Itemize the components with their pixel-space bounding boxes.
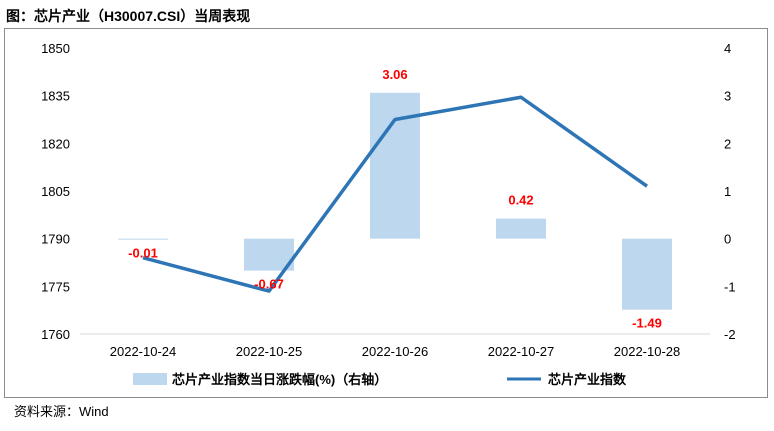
right-tick-label: 4 bbox=[724, 41, 731, 56]
x-tick-label: 2022-10-25 bbox=[236, 344, 303, 359]
source-note: 资料来源：Wind bbox=[14, 404, 109, 419]
left-tick-label: 1775 bbox=[41, 279, 70, 294]
chart-title: 图：芯片产业（H30007.CSI）当周表现 bbox=[6, 8, 251, 24]
line-path bbox=[142, 95, 649, 293]
bar bbox=[118, 238, 168, 240]
right-tick-label: 1 bbox=[724, 184, 731, 199]
x-tick-label: 2022-10-28 bbox=[614, 344, 681, 359]
bar-data-label: -1.49 bbox=[632, 316, 662, 331]
chart-frame bbox=[4, 28, 768, 398]
x-tick-label: 2022-10-26 bbox=[362, 344, 429, 359]
left-tick-label: 1820 bbox=[41, 136, 70, 151]
left-tick-label: 1790 bbox=[41, 232, 70, 247]
right-tick-label: -1 bbox=[724, 279, 736, 294]
bar-data-label: -0.67 bbox=[254, 277, 284, 292]
legend-bar-swatch bbox=[133, 373, 167, 385]
legend-bar-label: 芯片产业指数当日涨跌幅(%)（右轴） bbox=[172, 372, 387, 387]
x-axis-labels: 2022-10-24 2022-10-25 2022-10-26 2022-10-27… bbox=[110, 344, 681, 359]
bar-data-label: -0.01 bbox=[128, 246, 158, 261]
right-tick-label: 3 bbox=[724, 89, 731, 104]
left-tick-label: 1805 bbox=[41, 184, 70, 199]
bar-data-label: 0.42 bbox=[508, 193, 533, 208]
bar-data-label: 3.06 bbox=[382, 67, 407, 82]
legend: 芯片产业指数当日涨跌幅(%)（右轴） 芯片产业指数 bbox=[133, 372, 627, 387]
x-tick-label: 2022-10-24 bbox=[110, 344, 177, 359]
line-series bbox=[142, 95, 649, 293]
left-tick-label: 1760 bbox=[41, 327, 70, 342]
bar-series bbox=[118, 92, 672, 310]
legend-line-label: 芯片产业指数 bbox=[548, 372, 627, 387]
left-axis: 1760 1775 1790 1805 1820 1835 1850 bbox=[41, 41, 70, 342]
bar bbox=[244, 238, 294, 271]
x-tick-label: 2022-10-27 bbox=[488, 344, 555, 359]
left-tick-label: 1835 bbox=[41, 89, 70, 104]
right-tick-label: -2 bbox=[724, 327, 736, 342]
left-tick-label: 1850 bbox=[41, 41, 70, 56]
right-tick-label: 2 bbox=[724, 136, 731, 151]
bar bbox=[496, 218, 546, 239]
bar-data-labels: -0.01 -0.67 3.06 0.42 -1.49 bbox=[128, 67, 662, 331]
bar bbox=[622, 238, 672, 310]
right-axis: -2 -1 0 1 2 3 4 bbox=[724, 41, 736, 342]
right-tick-label: 0 bbox=[724, 232, 731, 247]
